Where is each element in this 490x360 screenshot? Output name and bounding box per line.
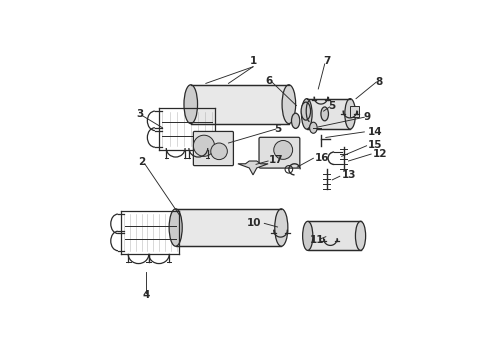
Bar xyxy=(191,85,289,123)
Text: 11: 11 xyxy=(310,235,324,245)
Circle shape xyxy=(211,143,227,159)
FancyBboxPatch shape xyxy=(194,131,233,166)
Text: 16: 16 xyxy=(315,153,329,163)
Text: 2: 2 xyxy=(138,157,146,167)
Text: 9: 9 xyxy=(364,112,371,122)
Text: 1: 1 xyxy=(249,56,257,66)
Ellipse shape xyxy=(169,209,182,246)
Bar xyxy=(350,105,359,117)
Ellipse shape xyxy=(301,102,311,120)
Text: 4: 4 xyxy=(143,291,150,301)
Ellipse shape xyxy=(345,99,356,129)
Text: 5: 5 xyxy=(275,123,282,134)
Text: 7: 7 xyxy=(323,56,330,66)
FancyBboxPatch shape xyxy=(259,137,300,168)
Bar xyxy=(175,209,281,246)
Ellipse shape xyxy=(321,107,328,121)
Text: 15: 15 xyxy=(368,140,383,150)
Ellipse shape xyxy=(282,85,295,123)
Ellipse shape xyxy=(301,99,312,129)
Ellipse shape xyxy=(275,209,288,246)
Ellipse shape xyxy=(292,113,300,129)
Text: 13: 13 xyxy=(342,170,356,180)
Circle shape xyxy=(194,135,215,156)
Ellipse shape xyxy=(184,85,197,123)
Text: 10: 10 xyxy=(247,218,261,228)
Text: 17: 17 xyxy=(269,155,284,165)
Text: 14: 14 xyxy=(368,127,382,137)
Text: 6: 6 xyxy=(266,76,273,86)
Text: 5: 5 xyxy=(328,100,336,111)
Circle shape xyxy=(274,140,293,159)
Bar xyxy=(308,221,361,251)
Text: 12: 12 xyxy=(373,149,388,158)
Bar xyxy=(307,99,350,129)
Text: 8: 8 xyxy=(376,77,383,87)
Ellipse shape xyxy=(310,122,317,133)
Ellipse shape xyxy=(303,221,313,251)
Polygon shape xyxy=(238,161,268,175)
Text: 3: 3 xyxy=(136,109,143,119)
Ellipse shape xyxy=(355,221,366,251)
